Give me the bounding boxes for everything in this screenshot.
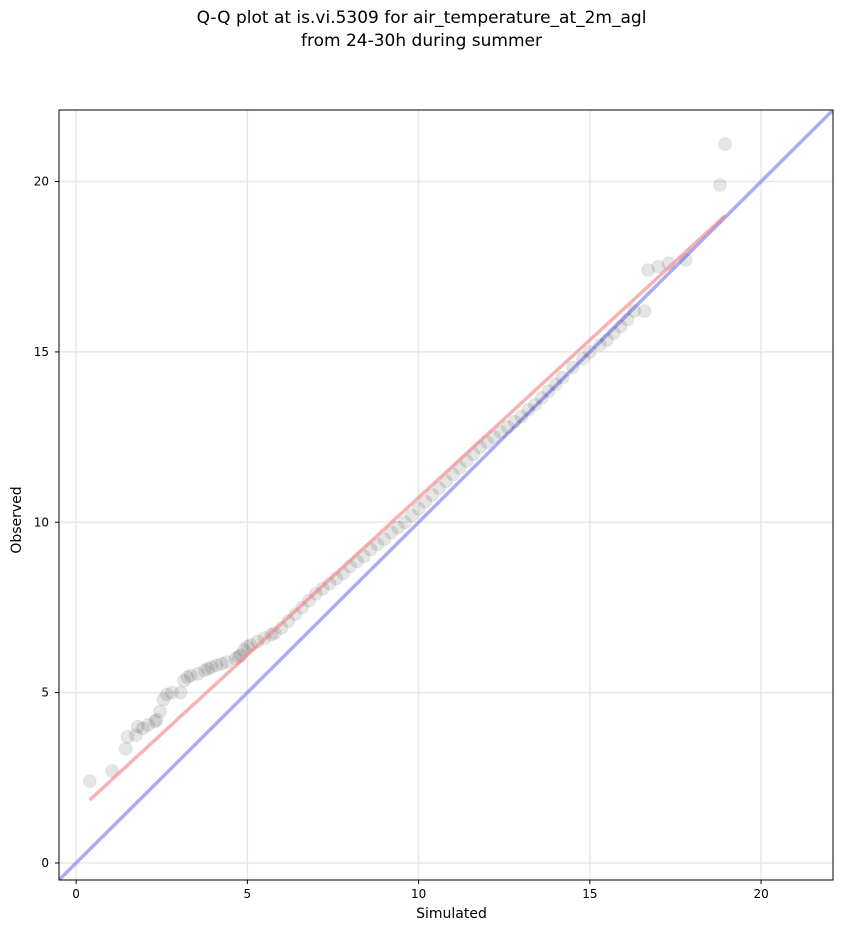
data-point — [528, 397, 543, 412]
data-point — [147, 714, 162, 729]
fit-line — [88, 214, 727, 802]
data-point — [555, 370, 570, 385]
data-point — [180, 670, 195, 685]
data-point — [627, 304, 642, 319]
x-tick-label: 20 — [753, 887, 768, 901]
data-point — [432, 481, 447, 496]
y-tick-label: 20 — [34, 175, 49, 189]
data-point — [500, 419, 515, 434]
data-point — [82, 774, 97, 789]
data-point — [599, 332, 614, 347]
data-point — [156, 692, 171, 707]
data-point — [582, 344, 597, 359]
data-point — [425, 488, 440, 502]
data-point — [153, 704, 168, 719]
data-point — [129, 728, 144, 743]
data-point — [183, 668, 198, 683]
data-point — [521, 402, 536, 417]
data-point — [159, 687, 174, 702]
x-tick-label: 10 — [411, 887, 426, 901]
y-tick-label: 0 — [41, 856, 49, 870]
data-point — [651, 259, 666, 274]
data-point — [190, 666, 205, 681]
data-point — [411, 501, 426, 516]
data-point — [118, 741, 133, 756]
x-tick-label: 15 — [582, 887, 597, 901]
data-point — [295, 600, 310, 615]
data-point — [507, 414, 522, 429]
data-point — [209, 658, 224, 673]
data-point — [391, 520, 406, 535]
data-point — [514, 409, 529, 424]
data-point — [141, 717, 156, 732]
axis-ticks: 0 5 10 15 20 0 5 10 15 20 — [34, 175, 769, 901]
data-point — [214, 656, 229, 671]
data-point — [204, 660, 219, 675]
data-point — [135, 721, 150, 736]
data-point — [606, 326, 621, 341]
data-point — [575, 351, 590, 366]
x-axis-label: Simulated — [416, 906, 487, 922]
y-axis-label: Observed — [9, 486, 25, 554]
data-point — [404, 508, 419, 523]
y-tick-label: 15 — [34, 345, 49, 359]
data-point — [418, 494, 433, 509]
data-point — [384, 525, 399, 540]
data-point — [149, 712, 164, 727]
data-point — [548, 377, 563, 392]
scatter-points — [82, 137, 733, 802]
data-point — [130, 719, 145, 734]
data-point — [267, 625, 282, 640]
data-point — [493, 424, 508, 439]
data-point — [641, 263, 656, 278]
reference-lines — [59, 110, 833, 880]
data-point — [620, 312, 635, 327]
data-point — [120, 729, 135, 744]
data-point — [288, 607, 303, 622]
data-point — [712, 177, 727, 192]
data-point — [177, 673, 192, 688]
data-point — [534, 390, 549, 405]
axes-frame — [58, 109, 834, 881]
data-point — [541, 384, 556, 399]
data-point — [173, 685, 188, 700]
y-tick-label: 10 — [34, 515, 49, 529]
x-tick-label: 5 — [244, 887, 252, 901]
data-point — [439, 474, 453, 489]
data-point — [315, 581, 330, 596]
data-point — [197, 663, 212, 678]
y-tick-label: 5 — [41, 686, 49, 700]
grid — [59, 110, 833, 880]
data-point — [200, 661, 215, 676]
data-point — [377, 532, 392, 547]
x-tick-label: 0 — [72, 887, 80, 901]
data-point — [219, 654, 234, 669]
chart-subtitle: from 24-30h during summer — [301, 31, 542, 51]
chart-title: Q-Q plot at is.vi.5309 for air_temperatu… — [196, 8, 647, 28]
data-point — [718, 137, 733, 152]
data-point — [397, 515, 412, 530]
data-point — [637, 304, 652, 319]
data-point — [613, 319, 628, 334]
identity-line — [59, 110, 833, 880]
data-point — [593, 338, 608, 353]
data-point — [565, 360, 580, 375]
data-point — [370, 537, 385, 552]
data-point — [165, 685, 180, 700]
